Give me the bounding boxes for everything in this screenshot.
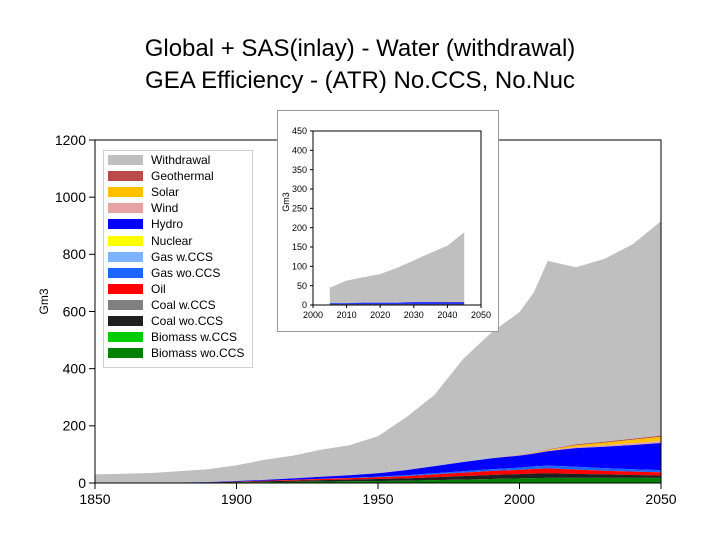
legend-label: Nuclear [151,233,193,248]
inset-y-tick-label: 150 [292,242,307,252]
legend-label: Gas w.CCS [151,249,214,264]
legend-swatch [108,219,143,230]
inset-y-tick-label: 400 [292,145,307,155]
inset-x-tick-label: 2010 [337,310,357,320]
legend: Withdrawal Geothermal Solar Wind Hydro Nuclea… [103,150,253,368]
series-oil-area [95,468,661,483]
x-tick-label: 1950 [362,491,393,507]
legend-swatch [108,283,143,294]
legend-label: Biomass wo.CCS [151,346,245,361]
inset-y-tick-label: 250 [292,203,307,213]
legend-swatch [108,203,143,214]
x-tick-label: 2050 [645,491,676,507]
inset-y-tick-label: 50 [297,281,307,291]
inset-x-tick-label: 2020 [370,310,390,320]
legend-swatch [108,316,143,326]
inset-chart-panel: 0 50 100 150 200 250 300 350 400 450 2000 2010 2020 2… [277,110,499,332]
chart-title-line-2: GEA Efficiency - (ATR) No.CCS, No.Nuc [145,67,575,94]
inset-y-tick-label: 350 [292,165,307,175]
inset-series-hydro-area [329,302,465,304]
inset-x-tick-label: 2050 [471,310,491,320]
legend-label: Coal w.CCS [151,297,216,312]
series-coal-wo-ccs-area [95,473,661,483]
inset-series-withdrawal-area [329,232,465,304]
legend-label: Coal wo.CCS [151,314,224,328]
y-axis-label: Gm3 [37,288,51,314]
legend-swatch [108,267,143,278]
legend-label: Wind [151,201,179,216]
inset-y-axis-label: Gm3 [281,192,291,212]
legend-label: Withdrawal [151,153,211,167]
inset-x-tick-label: 2040 [437,310,457,320]
series-withdrawal-area [95,221,661,483]
legend-swatch [108,251,143,262]
legend-label: Biomass w.CCS [151,330,238,345]
legend-label: Oil [151,281,166,296]
y-tick-label: 1200 [55,132,86,148]
inset-x-tick-label: 2030 [404,310,424,320]
inset-y-tick-label: 0 [302,300,307,310]
inset-chart: 0 50 100 150 200 250 300 350 400 450 2000 2010 2020 2… [281,126,491,320]
legend-swatch [108,155,143,165]
series-hydro-area [95,443,661,483]
y-tick-label: 200 [63,418,87,434]
legend-label: Geothermal [151,169,214,184]
legend-swatch [108,187,143,198]
legend-swatch [108,299,143,310]
inset-series-solar-area [329,301,465,304]
legend-swatch [108,171,143,182]
legend-label: Gas wo.CCS [151,265,221,280]
y-tick-label: 800 [63,246,87,262]
inset-y-tick-label: 450 [292,126,307,136]
legend-swatch [108,348,143,359]
y-tick-label: 600 [63,303,87,319]
y-tick-label: 400 [63,361,87,377]
series-biomass-wo-ccs-area [95,477,661,483]
x-tick-label: 2000 [504,491,535,507]
y-tick-label: 0 [78,475,86,491]
inset-y-tick-label: 200 [292,223,307,233]
x-tick-label: 1850 [79,491,110,507]
x-tick-label: 1900 [221,491,252,507]
legend-label: Hydro [151,217,184,232]
inset-y-tick-label: 300 [292,184,307,194]
legend-swatch [108,235,143,246]
chart-title-line-1: Global + SAS(inlay) - Water (withdrawal) [144,35,576,62]
inset-x-tick-label: 2000 [303,310,323,320]
legend-label: Solar [151,185,180,200]
legend-swatch [108,332,143,343]
inset-y-tick-label: 100 [292,261,307,271]
y-tick-label: 1000 [55,189,86,205]
